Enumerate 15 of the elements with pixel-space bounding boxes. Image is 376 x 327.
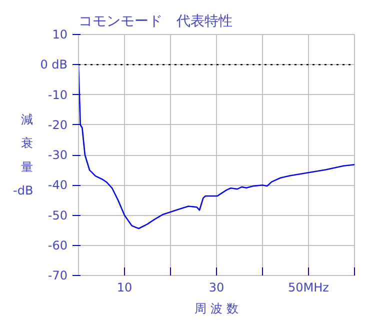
y-tick-label: -40 — [48, 178, 68, 192]
y-axis-title: 減衰量 -dB — [13, 112, 34, 198]
y-tick-label: -70 — [48, 268, 68, 282]
y-tick-label: -50 — [48, 208, 68, 222]
x-axis-title: 周 波 数 — [194, 302, 238, 316]
chart-title: コモンモード 代表特性 — [78, 14, 232, 30]
x-tick-label: 10 — [116, 280, 132, 294]
y-tick-label: -60 — [48, 238, 68, 252]
y-tick-label: 10 — [52, 28, 68, 42]
y-tick-label: -20 — [48, 118, 68, 132]
x-tick-label: 30 — [208, 280, 224, 294]
y-tick-label: 0 dB — [40, 58, 68, 72]
y-tick-label: -10 — [48, 88, 68, 102]
y-tick-label: -30 — [48, 148, 68, 162]
x-tick-label: 50MHz — [288, 280, 329, 294]
